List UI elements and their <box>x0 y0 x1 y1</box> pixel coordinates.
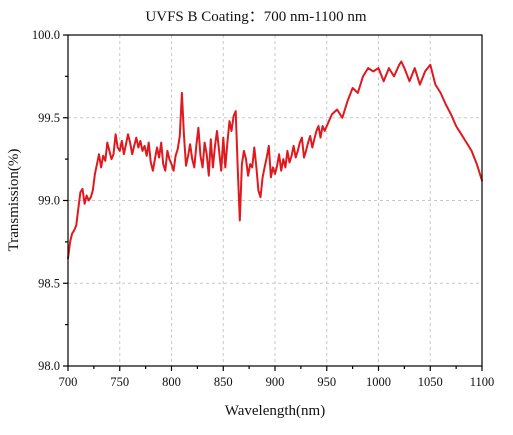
y-tick-label: 99.0 <box>38 194 60 208</box>
chart-title: UVFS B Coating：700 nm-1100 nm <box>145 9 366 25</box>
series-line <box>67 60 483 260</box>
series-layer <box>67 60 483 260</box>
x-tick-label: 1050 <box>418 375 443 389</box>
y-tick-label: 99.5 <box>38 111 60 125</box>
y-axis-label: Transmission(%) <box>6 149 22 252</box>
y-tick-label: 100.0 <box>32 28 60 42</box>
x-tick-label: 900 <box>266 375 285 389</box>
x-tick-label: 1000 <box>366 375 391 389</box>
x-tick-label: 800 <box>162 375 181 389</box>
x-tick-label: 700 <box>59 375 78 389</box>
x-axis-label: Wavelength(nm) <box>225 403 325 419</box>
grid-lines <box>68 35 482 366</box>
x-tick-label: 1100 <box>470 375 495 389</box>
axis-ticks: 700 750 800 850 900 950 1000 1050 1100 98.0 98.5 99… <box>32 28 494 389</box>
x-tick-label: 750 <box>110 375 129 389</box>
x-tick-label: 950 <box>317 375 336 389</box>
y-tick-label: 98.0 <box>38 359 60 373</box>
x-tick-label: 850 <box>214 375 233 389</box>
y-tick-label: 98.5 <box>38 276 60 290</box>
